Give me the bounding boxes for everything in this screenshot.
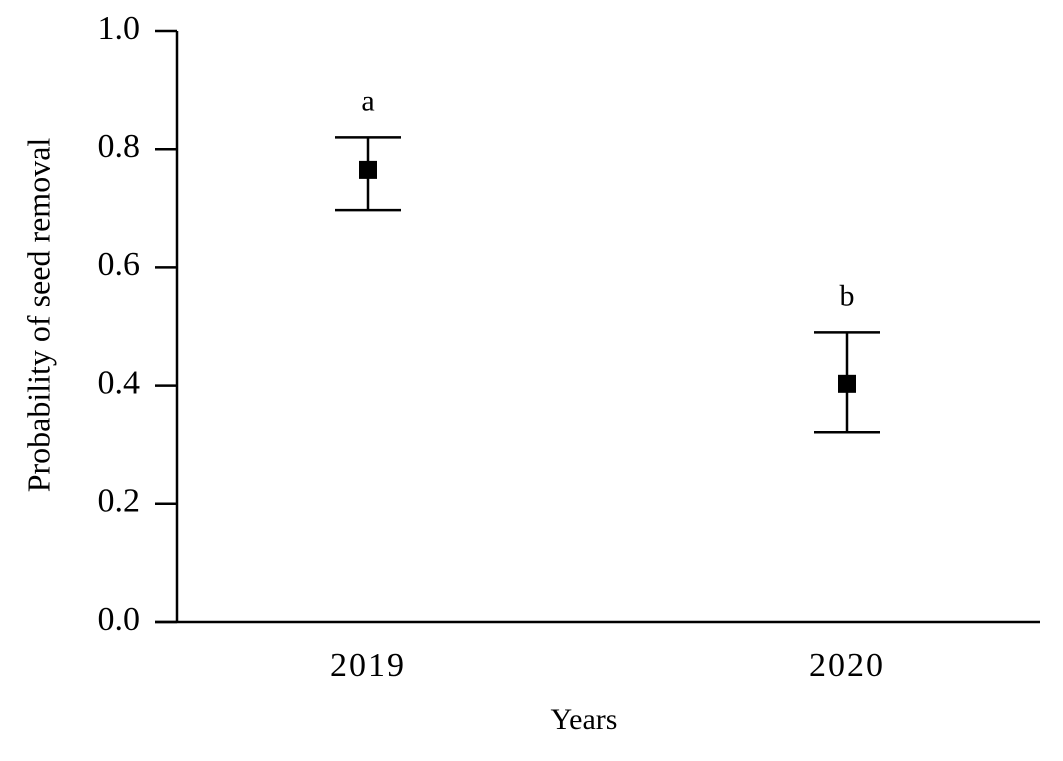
y-tick-label: 0.6 bbox=[98, 246, 141, 283]
x-tick-label: 2019 bbox=[330, 647, 406, 684]
x-axis-label: Years bbox=[551, 703, 618, 736]
y-axis-label: Probability of seed removal bbox=[20, 138, 56, 493]
point bbox=[359, 160, 377, 179]
y-tick-label: 0.2 bbox=[98, 483, 141, 520]
group-letter: b bbox=[840, 279, 855, 312]
x-tick-label: 2020 bbox=[809, 647, 885, 684]
y-tick-label: 0.0 bbox=[98, 601, 141, 638]
y-tick-label: 0.8 bbox=[98, 128, 141, 165]
point bbox=[838, 374, 856, 393]
y-tick-label: 0.4 bbox=[98, 364, 141, 401]
y-tick-label: 1.0 bbox=[98, 10, 141, 47]
group-letter: a bbox=[361, 84, 374, 117]
